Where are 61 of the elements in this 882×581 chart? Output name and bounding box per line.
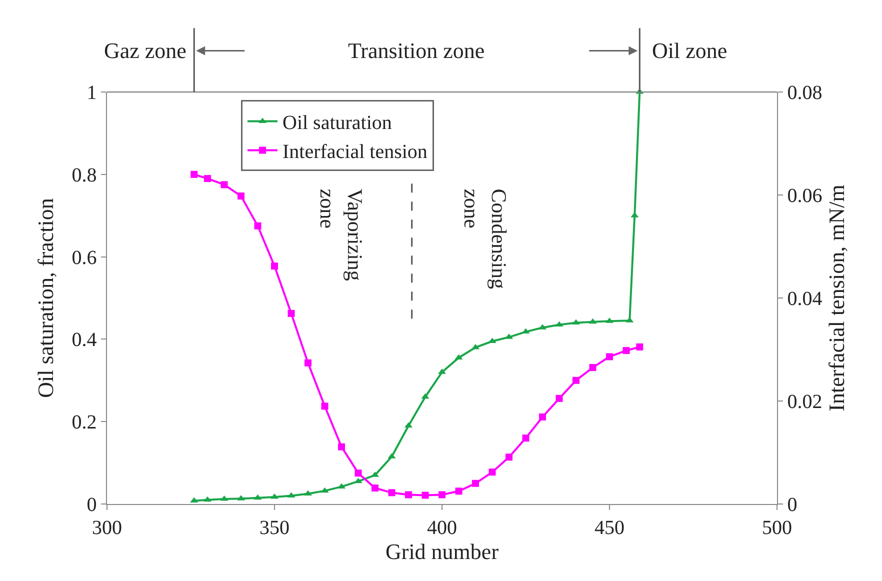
text: Transition zone	[348, 38, 485, 63]
point	[588, 318, 597, 324]
point	[622, 347, 630, 354]
y2-tick-label: 0	[787, 494, 798, 516]
point	[388, 489, 396, 496]
x-tick-label: 450	[594, 517, 624, 540]
point	[338, 443, 345, 450]
y2-tick-label: 0.02	[787, 391, 822, 413]
annotation: Condensing zone	[460, 188, 511, 290]
y2-axis-title: Interfacial tension, mN/m	[824, 184, 850, 412]
point	[320, 487, 329, 493]
y2-tick-label: 0.04	[787, 288, 822, 310]
y-tick-label: 0.2	[72, 412, 97, 434]
point	[354, 470, 362, 477]
point	[321, 402, 328, 410]
point	[522, 434, 530, 442]
point	[555, 321, 564, 327]
x-tick-label: 350	[260, 517, 290, 540]
point	[372, 484, 378, 492]
point	[254, 222, 262, 230]
point	[589, 364, 596, 372]
x-tick-label: 400	[427, 517, 457, 540]
point	[539, 413, 546, 420]
y2-tick-label: 0.06	[787, 185, 822, 207]
point	[238, 192, 244, 200]
point	[606, 353, 613, 360]
annotation: Vaporizing zone	[315, 188, 367, 282]
point	[405, 491, 412, 498]
point	[422, 492, 429, 499]
point	[506, 454, 512, 461]
point	[488, 468, 496, 476]
point	[472, 480, 479, 487]
point	[304, 359, 312, 366]
point	[204, 175, 211, 182]
y-tick-label: 0.4	[72, 329, 97, 352]
point	[288, 310, 295, 317]
point	[287, 492, 296, 498]
x-axis-title: Grid number	[385, 539, 500, 564]
legend-label: Interfacial tension	[282, 141, 428, 164]
point	[636, 343, 644, 350]
point	[455, 488, 462, 495]
y-axis-title: Oil saturation, fraction	[32, 198, 58, 398]
y2-tick-label: 0.08	[787, 82, 822, 104]
point	[354, 478, 362, 484]
point	[572, 376, 580, 384]
x-tick-label: 300	[92, 517, 122, 540]
point	[421, 393, 430, 399]
point	[271, 262, 278, 270]
y-tick-label: 1	[86, 82, 97, 104]
text: Oil zone	[652, 38, 728, 63]
point	[190, 170, 198, 178]
y-tick-label: 0	[86, 494, 97, 516]
y-tick-label: 0.6	[72, 246, 97, 269]
point	[438, 491, 446, 498]
y-tick-label: 0.8	[72, 164, 97, 186]
text: Gaz zone	[104, 38, 186, 63]
point	[220, 181, 228, 188]
point	[556, 394, 563, 402]
legend-label: Oil saturation	[282, 112, 392, 134]
x-tick-label: 500	[762, 517, 792, 540]
point	[254, 494, 262, 500]
